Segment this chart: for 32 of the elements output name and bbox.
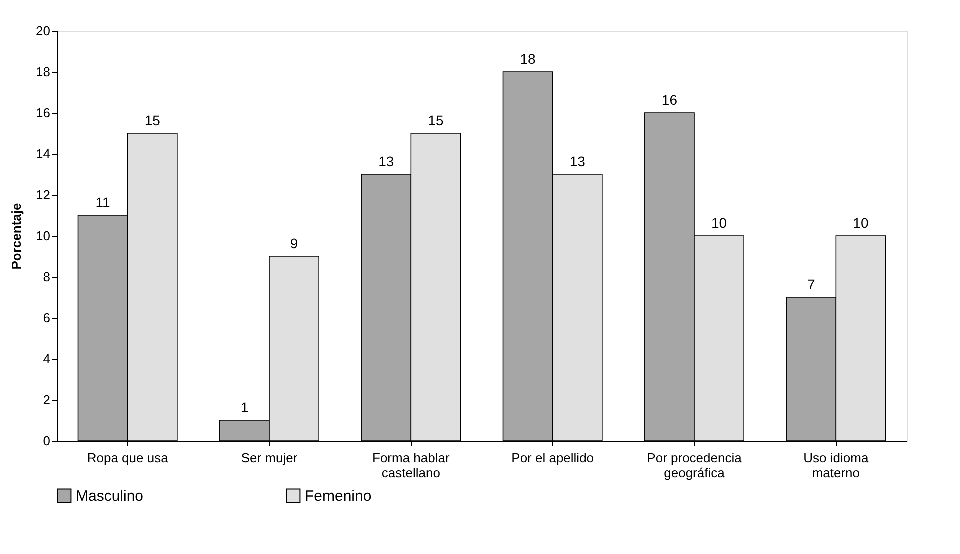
x-tick-label: Forma hablar castellano bbox=[372, 450, 450, 480]
y-tick-label: 4 bbox=[43, 352, 50, 366]
x-tick-label: Por procedencia geográfica bbox=[647, 450, 743, 480]
y-tick-label: 0 bbox=[43, 434, 50, 448]
data-label: 9 bbox=[290, 236, 298, 252]
y-tick-label: 10 bbox=[36, 228, 50, 244]
data-label: 18 bbox=[520, 51, 536, 67]
x-tick-label: Uso idioma materno bbox=[804, 450, 870, 480]
y-tick-label: 16 bbox=[36, 106, 50, 120]
y-tick-label: 20 bbox=[36, 24, 50, 38]
x-tick-label: Ropa que usa bbox=[87, 450, 170, 466]
y-axis-title: Porcentaje bbox=[9, 203, 24, 270]
data-label: 13 bbox=[570, 154, 586, 170]
data-label: 10 bbox=[853, 215, 869, 231]
legend-label: Femenino bbox=[305, 488, 372, 505]
y-tick-label: 2 bbox=[43, 392, 50, 408]
y-tick-label: 14 bbox=[36, 146, 50, 162]
y-tick-label: 8 bbox=[43, 270, 50, 284]
x-tick-label: Por el apellido bbox=[512, 450, 594, 466]
data-label: 10 bbox=[712, 215, 728, 231]
x-tick-label: Ser mujer bbox=[241, 450, 298, 466]
data-label: 1 bbox=[240, 400, 249, 416]
y-tick-label: 18 bbox=[36, 64, 50, 80]
legend-label: Masculino bbox=[76, 488, 144, 505]
data-label: 11 bbox=[96, 194, 111, 210]
data-label: 16 bbox=[662, 92, 678, 108]
data-label: 13 bbox=[378, 154, 394, 170]
data-label: 15 bbox=[144, 112, 161, 128]
data-label: 15 bbox=[428, 112, 444, 128]
y-tick-label: 12 bbox=[36, 188, 50, 202]
y-tick-label: 6 bbox=[43, 310, 50, 326]
data-label: 7 bbox=[807, 276, 816, 292]
